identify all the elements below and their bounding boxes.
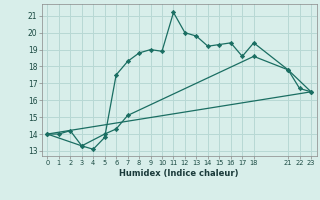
X-axis label: Humidex (Indice chaleur): Humidex (Indice chaleur) <box>119 169 239 178</box>
